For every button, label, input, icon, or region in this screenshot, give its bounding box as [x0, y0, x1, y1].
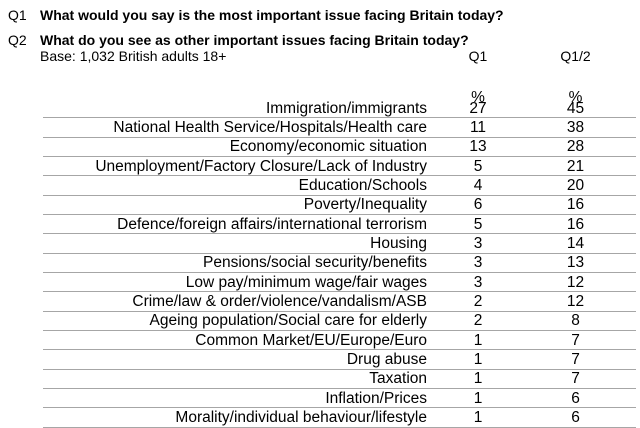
- table-row: Pensions/social security/benefits 3 13: [0, 254, 640, 274]
- issue-label: Defence/foreign affairs/international te…: [117, 215, 427, 233]
- issue-label: Low pay/minimum wage/fair wages: [185, 273, 427, 291]
- table-row: Poverty/Inequality 6 16: [0, 196, 640, 216]
- q12-value: 21: [566, 157, 585, 175]
- q1-value: 3: [473, 254, 483, 272]
- q12-value: 7: [571, 331, 580, 349]
- q1-value: 13: [469, 138, 487, 156]
- table-row: Education/Schools 4 20: [0, 176, 640, 196]
- q1-value: 1: [473, 350, 483, 368]
- q12-value: 12: [566, 273, 585, 291]
- q1-value: 1: [473, 408, 483, 426]
- issue-label: Taxation: [369, 370, 427, 388]
- table-row: Low pay/minimum wage/fair wages 3 12: [0, 273, 640, 293]
- q1-value: 3: [473, 234, 483, 252]
- q1-value: 27: [469, 99, 487, 117]
- table-row: National Health Service/Hospitals/Health…: [0, 118, 640, 138]
- issue-label: Poverty/Inequality: [303, 196, 427, 214]
- q1-value: 5: [473, 157, 483, 175]
- q12-value: 6: [571, 389, 580, 407]
- table-row: Taxation 1 7: [0, 370, 640, 390]
- q1-value: 11: [469, 118, 487, 136]
- table-row: Ageing population/Social care for elderl…: [0, 312, 640, 332]
- q12-value: 13: [566, 254, 585, 272]
- q12-value: 6: [571, 408, 580, 426]
- issue-label: Economy/economic situation: [229, 138, 427, 156]
- issue-label: Crime/law & order/violence/vandalism/ASB: [132, 292, 427, 310]
- issue-label: National Health Service/Hospitals/Health…: [113, 118, 427, 136]
- question-2-text: What do you see as other important issue…: [40, 32, 469, 48]
- q1-value: 1: [473, 331, 483, 349]
- table-row: Crime/law & order/violence/vandalism/ASB…: [0, 292, 640, 312]
- table-row: Immigration/immigrants 27 45: [0, 99, 640, 119]
- table-row: Morality/individual behaviour/lifestyle …: [0, 408, 640, 428]
- issue-label: Drug abuse: [346, 350, 427, 368]
- issue-label: Morality/individual behaviour/lifestyle: [175, 408, 427, 426]
- table-row: Unemployment/Factory Closure/Lack of Ind…: [0, 157, 640, 177]
- q1-value: 1: [473, 370, 483, 388]
- q12-value: 7: [571, 350, 580, 368]
- gutter: [625, 47, 640, 66]
- question-2: Q2 What do you see as other important is…: [8, 31, 632, 50]
- q1-value: 4: [473, 176, 483, 194]
- q1-value: 2: [473, 292, 483, 310]
- q12-value: 28: [566, 138, 585, 156]
- table-row: Common Market/EU/Europe/Euro 1 7: [0, 331, 640, 351]
- q1-value: 6: [473, 196, 483, 214]
- base-note: Base: 1,032 British adults 18+: [40, 48, 227, 64]
- table-row: Drug abuse 1 7: [0, 350, 640, 370]
- question-1-text: What would you say is the most important…: [40, 7, 504, 23]
- table-row: Housing 3 14: [0, 234, 640, 254]
- issue-label: Housing: [370, 234, 427, 252]
- percent-sign-q1: %: [471, 89, 485, 106]
- q12-value: 8: [571, 312, 580, 330]
- q12-value: 7: [571, 370, 580, 388]
- q1-value: 1: [473, 389, 483, 407]
- results-table-body: Immigration/immigrants 27 45 National He…: [0, 99, 640, 428]
- question-1-id: Q1: [8, 7, 27, 23]
- question-1: Q1 What would you say is the most import…: [8, 6, 632, 25]
- percent-sign-q12: %: [568, 89, 583, 106]
- issue-label: Immigration/immigrants: [265, 99, 427, 117]
- q12-value: 14: [566, 234, 585, 252]
- issue-label: Inflation/Prices: [325, 389, 427, 407]
- issue-label: Education/Schools: [298, 176, 427, 194]
- issue-label: Common Market/EU/Europe/Euro: [195, 331, 427, 349]
- column-header-q1: Q1: [468, 48, 488, 64]
- survey-topline-page: Q1 What would you say is the most import…: [0, 6, 640, 428]
- issue-label: Unemployment/Factory Closure/Lack of Ind…: [95, 157, 427, 175]
- q12-value: 16: [566, 215, 585, 233]
- q12-value: 20: [566, 176, 585, 194]
- issue-label: Ageing population/Social care for elderl…: [149, 312, 427, 330]
- table-row: Economy/economic situation 13 28: [0, 138, 640, 158]
- table-row: Defence/foreign affairs/international te…: [0, 215, 640, 235]
- percent-header-row: % %: [0, 88, 640, 107]
- column-header-q12: Q1/2: [560, 48, 591, 64]
- issue-label: Pensions/social security/benefits: [202, 254, 427, 272]
- q1-value: 3: [473, 273, 483, 291]
- q1-value: 5: [473, 215, 483, 233]
- base-row: Base: 1,032 British adults 18+ Q1 Q1/2: [0, 47, 640, 66]
- q1-value: 2: [473, 312, 483, 330]
- question-2-id: Q2: [8, 32, 27, 48]
- q12-value: 16: [566, 196, 585, 214]
- table-row: Inflation/Prices 1 6: [0, 389, 640, 409]
- q12-value: 45: [566, 99, 585, 117]
- q12-value: 38: [566, 118, 585, 136]
- q12-value: 12: [566, 292, 585, 310]
